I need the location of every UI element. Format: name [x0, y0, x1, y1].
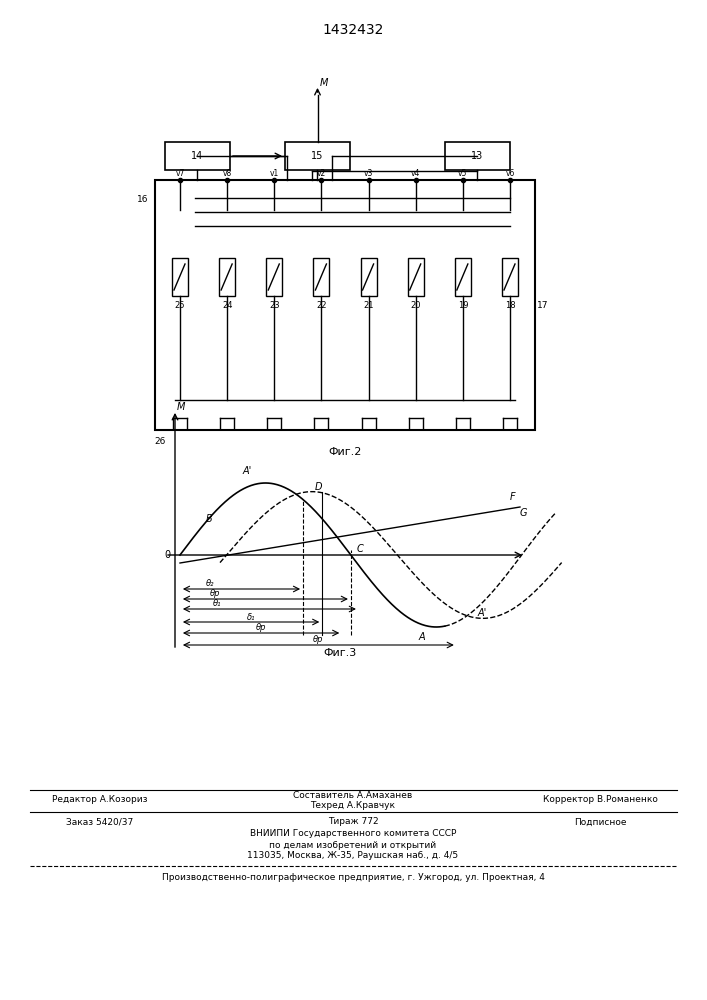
Text: v6: v6 — [506, 169, 515, 178]
Text: θp: θp — [256, 624, 267, 633]
Text: G: G — [519, 508, 527, 518]
Text: 24: 24 — [222, 300, 233, 310]
Text: Подписное: Подписное — [574, 818, 626, 826]
Text: v4: v4 — [411, 169, 421, 178]
Bar — [285, 142, 350, 170]
Text: 0: 0 — [164, 550, 170, 560]
Text: по делам изобретений и открытий: по делам изобретений и открытий — [269, 840, 436, 850]
Text: Фиг.3: Фиг.3 — [323, 648, 356, 658]
Text: M: M — [177, 402, 185, 412]
Text: v5: v5 — [458, 169, 467, 178]
Text: θp: θp — [313, 636, 324, 645]
Bar — [155, 180, 535, 430]
Bar — [445, 142, 510, 170]
Text: ВНИИПИ Государственного комитета СССР: ВНИИПИ Государственного комитета СССР — [250, 830, 456, 838]
Bar — [267, 258, 282, 296]
Text: B: B — [206, 514, 213, 524]
Bar — [408, 258, 423, 296]
Text: 25: 25 — [175, 300, 185, 310]
Text: 26: 26 — [154, 438, 165, 446]
Text: θp: θp — [210, 589, 221, 598]
Text: A': A' — [243, 466, 252, 476]
Text: A': A' — [478, 608, 487, 618]
Text: 23: 23 — [269, 300, 279, 310]
Text: θ₁: θ₁ — [213, 599, 221, 608]
Text: Фиг.2: Фиг.2 — [328, 447, 362, 457]
Text: 13: 13 — [472, 151, 484, 161]
Text: Тираж 772: Тираж 772 — [327, 818, 378, 826]
Text: v3: v3 — [364, 169, 373, 178]
Text: Корректор В.Романенко: Корректор В.Романенко — [542, 796, 658, 804]
Text: Техред А.Кравчук: Техред А.Кравчук — [310, 800, 395, 810]
Text: C: C — [357, 544, 363, 554]
Text: 1432432: 1432432 — [322, 23, 384, 37]
Text: F: F — [510, 492, 516, 502]
Text: A: A — [419, 632, 426, 642]
Bar — [502, 258, 518, 296]
Text: 113035, Москва, Ж-35, Раушская наб., д. 4/5: 113035, Москва, Ж-35, Раушская наб., д. … — [247, 852, 459, 860]
Bar — [361, 258, 377, 296]
Bar — [165, 142, 230, 170]
Text: 17: 17 — [537, 300, 549, 310]
Text: Заказ 5420/37: Заказ 5420/37 — [66, 818, 134, 826]
Text: 18: 18 — [505, 300, 515, 310]
Text: 14: 14 — [192, 151, 204, 161]
Text: 22: 22 — [316, 300, 327, 310]
Bar — [313, 258, 329, 296]
Bar — [219, 258, 235, 296]
Text: v2: v2 — [317, 169, 326, 178]
Text: 19: 19 — [457, 300, 468, 310]
Text: M: M — [320, 78, 327, 88]
Text: 15: 15 — [311, 151, 324, 161]
Text: Редактор А.Козориз: Редактор А.Козориз — [52, 796, 148, 804]
Text: Составитель А.Амаханев: Составитель А.Амаханев — [293, 792, 413, 800]
Text: v1: v1 — [269, 169, 279, 178]
Bar — [172, 258, 188, 296]
Text: Производственно-полиграфическое предприятие, г. Ужгород, ул. Проектная, 4: Производственно-полиграфическое предприя… — [162, 872, 544, 882]
Text: δ₁: δ₁ — [247, 612, 255, 621]
Text: 16: 16 — [137, 196, 148, 205]
Text: 20: 20 — [411, 300, 421, 310]
Bar — [455, 258, 471, 296]
Text: θ₂: θ₂ — [206, 580, 214, 588]
Text: 21: 21 — [363, 300, 374, 310]
Text: v7: v7 — [175, 169, 185, 178]
Text: D: D — [315, 482, 322, 492]
Text: v8: v8 — [223, 169, 232, 178]
